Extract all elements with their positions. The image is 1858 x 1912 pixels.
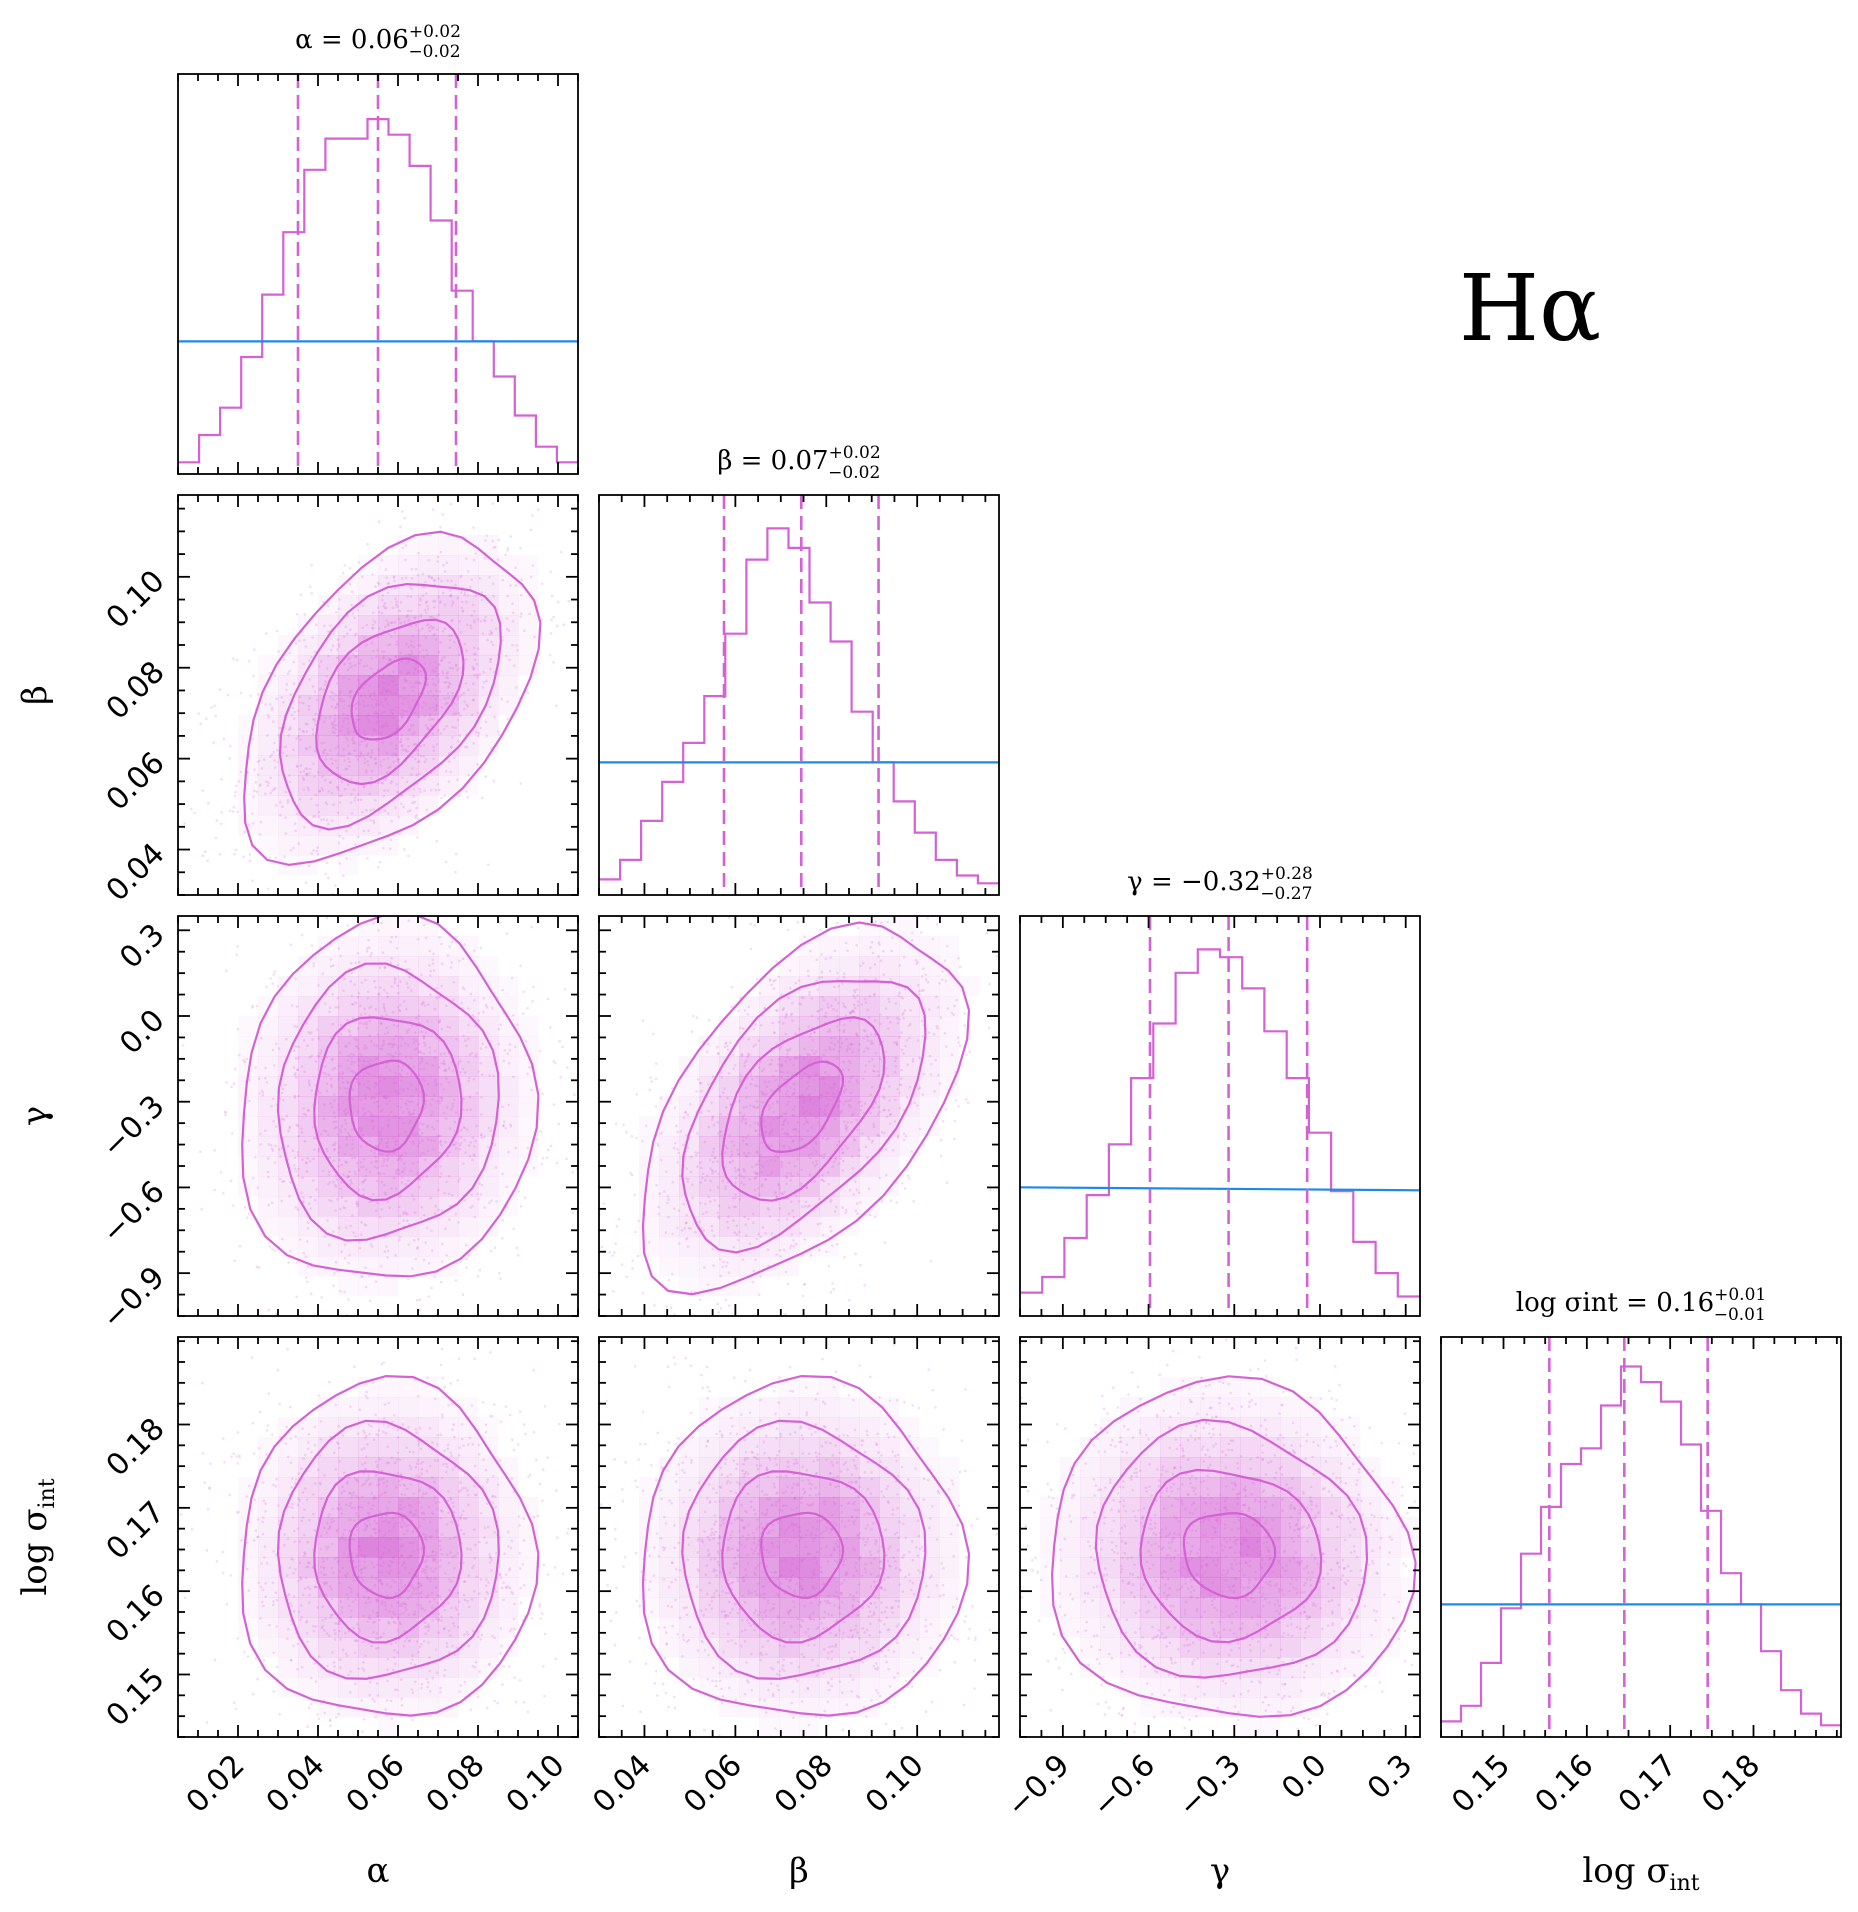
- contour-3: [276, 1419, 500, 1680]
- contour-1: [348, 1059, 425, 1153]
- corner-label-halpha: Hα: [1459, 255, 1601, 362]
- title-plus: +0.02: [409, 22, 461, 42]
- contour-4: [243, 530, 542, 867]
- contour-2: [721, 1016, 886, 1202]
- ylabel-logsig: log σint: [15, 1478, 60, 1595]
- hist-logsig-step: [1441, 1365, 1841, 1727]
- title-main: γ = −0.32: [1127, 867, 1261, 897]
- pair-panel-beta-gamma: [598, 915, 1000, 1317]
- contour-1: [760, 1060, 845, 1154]
- contour-3: [276, 962, 500, 1242]
- pair-panel-alpha-logsig: [177, 1336, 579, 1738]
- title-main: β = 0.07: [717, 446, 828, 476]
- xlabel-gamma: γ: [1210, 1851, 1230, 1891]
- title-plus: +0.01: [1714, 1285, 1766, 1305]
- hist-panel-alpha: α = 0.06+0.02 −0.02: [177, 22, 579, 475]
- pair-frame: [598, 915, 1000, 1317]
- contour-4: [641, 1374, 971, 1717]
- title-alpha: α = 0.06+0.02 −0.02: [295, 22, 461, 62]
- contour-3: [1094, 1418, 1369, 1679]
- pair-frame: [1019, 1336, 1421, 1738]
- title-minus: −0.02: [408, 42, 460, 62]
- title-main: α = 0.06: [295, 25, 409, 55]
- contour-2: [315, 618, 465, 786]
- title-main: log σint = 0.16: [1516, 1288, 1714, 1318]
- pair-frame: [598, 1336, 1000, 1738]
- hist-panel-beta: β = 0.07+0.02 −0.02: [598, 443, 1000, 896]
- title-logsig: log σint = 0.16+0.01 −0.01: [1516, 1285, 1766, 1325]
- title-plus: +0.28: [1261, 864, 1313, 884]
- title-minus: −0.02: [828, 463, 880, 483]
- contour-1: [350, 657, 427, 741]
- xlabel-logsig: log σint: [1582, 1851, 1699, 1896]
- xlabel-alpha: α: [367, 1851, 390, 1891]
- hist-gamma-step: [1020, 948, 1420, 1298]
- contour-1: [760, 1511, 845, 1599]
- hist-panel-logsig: log σint = 0.16+0.01 −0.01: [1440, 1285, 1842, 1738]
- xlabel-beta: β: [789, 1851, 809, 1891]
- pair-panel-beta-logsig: [598, 1336, 1000, 1738]
- contour-4: [241, 916, 540, 1278]
- contour-3: [278, 582, 502, 831]
- hist-frame-logsig: [1440, 1336, 1842, 1738]
- hist-frame-beta: [598, 494, 1000, 896]
- hist-alpha-step: [178, 118, 578, 464]
- hist-frame-gamma: [1019, 915, 1421, 1317]
- hist-beta-step: [599, 527, 999, 885]
- title-beta: β = 0.07+0.02 −0.02: [717, 443, 880, 483]
- ylabel-beta: β: [15, 685, 55, 705]
- contour-1: [1182, 1512, 1277, 1600]
- contour-1: [348, 1511, 425, 1599]
- ylabel-gamma: γ: [15, 1106, 55, 1126]
- pair-panel-gamma-logsig: [1019, 1336, 1421, 1738]
- contour-4: [241, 1374, 540, 1717]
- title-plus: +0.02: [829, 443, 881, 463]
- pair-panel-alpha-gamma: [177, 915, 579, 1317]
- contour-3: [681, 979, 927, 1254]
- contour-2: [313, 1470, 463, 1644]
- contour-2: [313, 1016, 463, 1202]
- contour-2: [1139, 1468, 1323, 1644]
- contour-4: [641, 921, 971, 1296]
- pair-panel-alpha-beta: [177, 494, 579, 896]
- title-minus: −0.01: [1714, 1305, 1766, 1325]
- hist-panel-gamma: γ = −0.32+0.28 −0.27: [1019, 864, 1421, 1317]
- title-gamma: γ = −0.32+0.28 −0.27: [1127, 864, 1313, 904]
- title-minus: −0.27: [1260, 884, 1312, 904]
- prior-line-gamma: [1019, 1186, 1421, 1192]
- contour-3: [681, 1419, 927, 1680]
- contour-4: [1050, 1375, 1417, 1718]
- contour-2: [721, 1470, 886, 1644]
